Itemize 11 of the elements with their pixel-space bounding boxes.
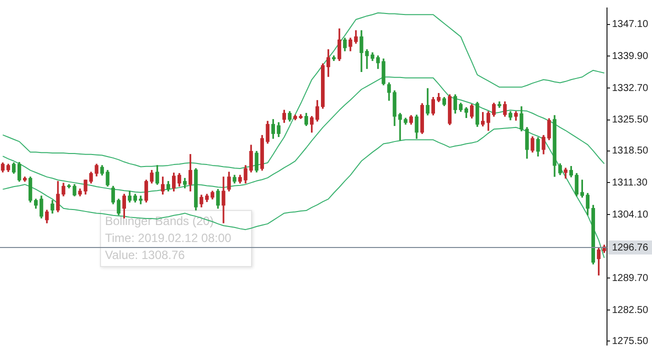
y-tick-label: 1339.90 <box>612 50 649 62</box>
y-tick-label: 1304.10 <box>612 209 649 220</box>
y-tick-label: 1318.50 <box>612 146 649 157</box>
y-tick-label: 1347.10 <box>612 19 649 30</box>
y-tick-label: 1325.50 <box>612 114 649 126</box>
y-tick-label: 1289.70 <box>612 272 649 284</box>
y-tick-label: 1332.70 <box>612 82 649 94</box>
ref-line-label: 1296.76 <box>612 242 649 254</box>
y-tick-label: 1282.50 <box>612 304 649 316</box>
y-tick-label: 1311.30 <box>612 177 648 188</box>
y-tick-label: 1275.50 <box>612 336 649 347</box>
